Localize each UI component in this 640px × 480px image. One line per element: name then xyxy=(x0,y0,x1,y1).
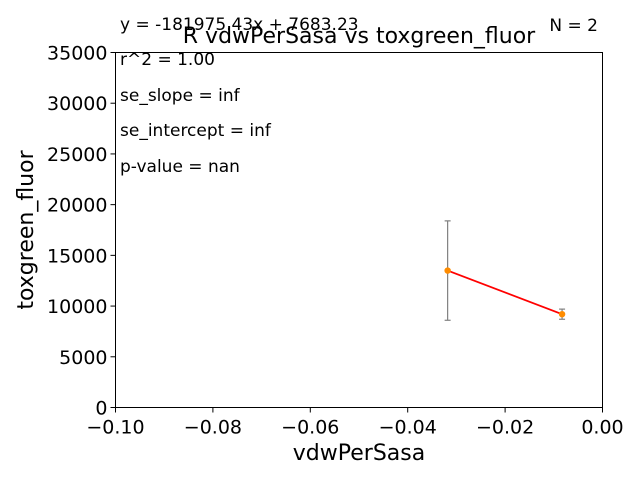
data-point-1 xyxy=(558,310,566,318)
x-axis: −0.10 −0.08 −0.06 −0.04 −0.02 0.00 xyxy=(86,407,624,439)
x-tick-label: −0.08 xyxy=(184,417,242,439)
y-axis: 0 5000 10000 15000 20000 25000 30000 35000 xyxy=(47,43,116,420)
y-tick-label: 25000 xyxy=(47,144,107,166)
plot-frame xyxy=(115,52,603,408)
x-tick-label: −0.04 xyxy=(379,417,437,439)
y-tick-label: 15000 xyxy=(47,245,107,267)
x-axis-label: vdwPerSasa xyxy=(293,441,425,466)
data-point-0 xyxy=(444,267,451,274)
fit-line xyxy=(447,269,563,316)
x-tick-label: −0.02 xyxy=(476,417,534,439)
y-tick-label: 20000 xyxy=(47,195,107,217)
y-tick-label: 0 xyxy=(95,398,107,420)
y-tick-label: 30000 xyxy=(47,93,107,115)
se-intercept-annotation: se_intercept = inf xyxy=(120,121,272,141)
y-tick-label: 35000 xyxy=(47,43,107,65)
y-axis-label: toxgreen_fluor xyxy=(14,149,39,309)
se-slope-annotation: se_slope = inf xyxy=(120,86,241,106)
x-tick-label: 0.00 xyxy=(581,417,623,439)
r2-annotation: r^2 = 1.00 xyxy=(120,50,215,70)
x-tick-label: −0.10 xyxy=(86,417,144,439)
chart-title: R vdwPerSasa vs toxgreen_fluor xyxy=(183,24,536,49)
equation-annotation: y = -181975.43x + 7683.23 xyxy=(120,15,359,35)
n-annotation: N = 2 xyxy=(549,16,598,36)
x-tick-label: −0.06 xyxy=(281,417,339,439)
p-value-annotation: p-value = nan xyxy=(120,157,240,177)
y-tick-label: 10000 xyxy=(47,296,107,318)
y-tick-label: 5000 xyxy=(59,347,107,369)
